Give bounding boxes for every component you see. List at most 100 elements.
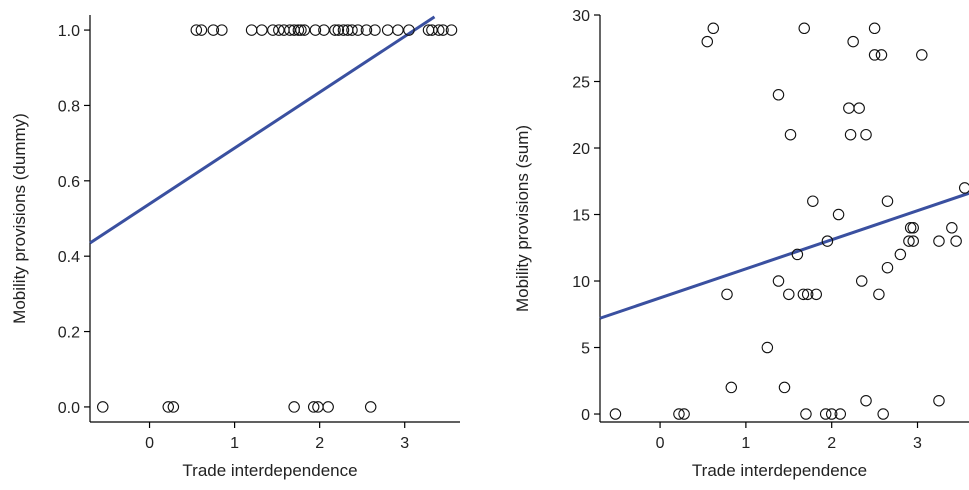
- left-data-point: [295, 24, 307, 36]
- right-data-point: [933, 394, 945, 407]
- right-data-point: [798, 22, 810, 35]
- right-y-tick-label: 30: [572, 8, 590, 25]
- left-data-point: [288, 401, 300, 413]
- left-data-point: [445, 24, 458, 36]
- right-data-point: [907, 235, 919, 247]
- left-data-point: [162, 401, 175, 413]
- left-scatter-plot: 0 1 2 3 0.0 0.2 0.4 0.6 0.8 1.0 Trade interdepende…: [10, 15, 460, 480]
- right-data-point: [946, 222, 958, 234]
- right-data-point: [853, 102, 865, 114]
- right-data-point: [933, 235, 945, 247]
- left-x-tick-label: 2: [315, 435, 324, 452]
- left-data-point: [292, 24, 305, 36]
- right-data-point: [860, 128, 872, 141]
- right-data-point: [778, 381, 791, 394]
- left-data-point: [437, 24, 449, 36]
- right-data-point: [772, 275, 785, 287]
- left-x-axis-label: Trade interdependence: [182, 461, 357, 480]
- left-data-point: [216, 24, 228, 36]
- right-data-point: [881, 261, 894, 274]
- right-data-point: [832, 208, 845, 221]
- left-data-point: [329, 24, 341, 36]
- left-data-point: [332, 24, 345, 36]
- left-data-point: [381, 24, 394, 36]
- right-data-point: [800, 408, 812, 420]
- right-data-point: [797, 288, 810, 301]
- right-y-tick-label: 0: [581, 407, 590, 424]
- right-y-tick-label: 10: [572, 274, 590, 291]
- left-y-tick-label: 1.0: [58, 23, 80, 40]
- left-data-point: [403, 24, 415, 36]
- right-y-tick-label: 5: [581, 341, 590, 358]
- right-y-tick-label: 15: [572, 208, 590, 225]
- left-y-tick-label: 0.6: [58, 174, 80, 191]
- right-data-point: [791, 248, 804, 261]
- right-data-point: [673, 408, 685, 420]
- right-data-point: [819, 408, 832, 420]
- left-data-point: [337, 24, 350, 36]
- left-data-point: [307, 401, 320, 413]
- right-data-point: [904, 222, 917, 234]
- left-x-tick-label: 0: [145, 435, 154, 452]
- left-data-point: [207, 24, 220, 36]
- right-data-point: [868, 49, 881, 61]
- left-fit-line: [89, 15, 436, 245]
- left-y-tick-label: 0.2: [58, 325, 80, 342]
- left-data-point: [267, 24, 279, 36]
- right-data-point: [784, 128, 797, 141]
- left-data-point: [298, 24, 311, 36]
- right-data-point: [958, 182, 969, 194]
- right-data-point: [907, 222, 919, 234]
- right-x-axis-label: Trade interdependence: [692, 461, 867, 480]
- left-data-point: [369, 24, 381, 36]
- right-data-point: [903, 235, 915, 247]
- right-data-point: [721, 288, 733, 301]
- right-data-point: [847, 35, 859, 48]
- right-data-point: [894, 248, 907, 261]
- left-data-point: [284, 24, 296, 36]
- left-data-point: [318, 24, 330, 36]
- right-data-point: [609, 408, 622, 420]
- right-data-point: [843, 102, 855, 114]
- right-data-point: [877, 408, 889, 420]
- right-data-point: [950, 235, 962, 247]
- right-y-axis-label: Mobility provisions (sum): [513, 125, 532, 312]
- right-data-point: [881, 195, 894, 207]
- left-data-point: [392, 24, 404, 36]
- left-data-point: [364, 401, 377, 413]
- right-data-point: [860, 394, 872, 407]
- right-data-point: [678, 408, 690, 420]
- right-data-point: [855, 275, 868, 287]
- left-y-tick-label: 0.4: [58, 249, 80, 266]
- left-y-tick-label: 0.8: [58, 98, 80, 115]
- right-x-tick-label: 0: [656, 435, 665, 452]
- right-data-point: [844, 128, 857, 141]
- right-data-point: [783, 288, 795, 301]
- right-data-point: [868, 22, 881, 35]
- right-data-point: [873, 288, 885, 301]
- right-data-point: [834, 408, 847, 420]
- right-data-point: [761, 341, 774, 354]
- left-data-point: [167, 401, 180, 413]
- right-data-point: [707, 22, 720, 35]
- left-data-point: [190, 24, 203, 36]
- left-data-point: [322, 401, 334, 413]
- left-y-axis-label: Mobility provisions (dummy): [10, 113, 29, 324]
- left-data-point: [195, 24, 208, 36]
- left-data-point: [245, 24, 258, 36]
- right-data-point: [701, 35, 714, 48]
- left-data-point: [352, 24, 364, 36]
- right-data-point: [807, 195, 819, 207]
- left-data-point: [432, 24, 445, 36]
- right-data-point: [825, 408, 838, 420]
- right-data-point: [916, 49, 928, 61]
- right-y-tick-label: 20: [572, 141, 590, 158]
- right-data-point: [821, 235, 834, 247]
- left-data-point: [360, 24, 373, 36]
- right-data-point: [772, 89, 785, 101]
- left-y-tick-label: 0.0: [58, 400, 80, 417]
- right-data-point: [875, 49, 888, 61]
- left-x-tick-label: 3: [400, 435, 409, 452]
